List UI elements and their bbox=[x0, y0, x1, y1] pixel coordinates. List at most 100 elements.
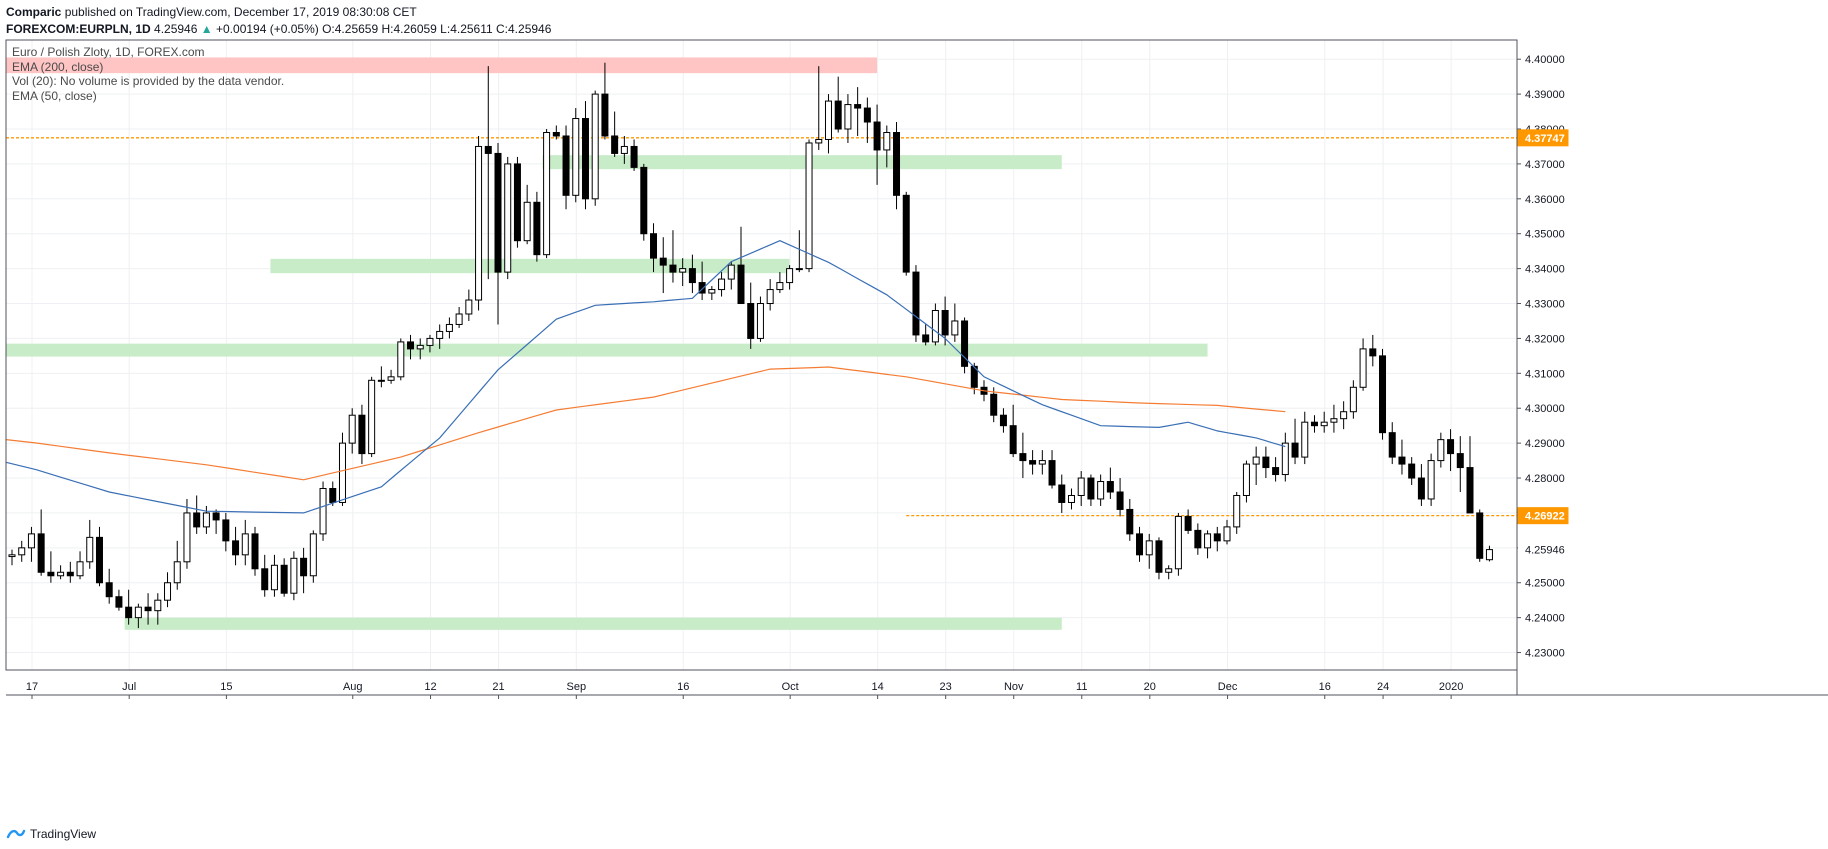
x-tick-label: Aug bbox=[343, 681, 363, 693]
candle bbox=[1155, 537, 1163, 580]
candle-body-down bbox=[1058, 484, 1066, 503]
candle-body-down bbox=[484, 145, 492, 154]
candle-body-up bbox=[883, 131, 891, 151]
legend-volume[interactable]: Vol (20): No volume is provided by the d… bbox=[12, 74, 284, 88]
candle-body-up bbox=[368, 379, 376, 455]
candle bbox=[1145, 533, 1153, 569]
candle-body-down bbox=[669, 264, 677, 273]
candle bbox=[795, 230, 803, 273]
candle-body-up bbox=[1038, 460, 1046, 465]
legend-ema50[interactable]: EMA (50, close) bbox=[12, 89, 97, 103]
candle-body-up bbox=[1174, 515, 1182, 570]
symbol-name[interactable]: FOREXCOM:EURPLN, 1D bbox=[6, 22, 151, 36]
x-tick-label: 20 bbox=[1144, 681, 1156, 693]
candle-body-up bbox=[309, 533, 317, 577]
candle-body-up bbox=[543, 131, 551, 256]
ema50-line bbox=[5, 240, 1286, 514]
candle-body-up bbox=[1097, 481, 1105, 500]
candle-body-down bbox=[1456, 453, 1464, 469]
candle bbox=[1447, 429, 1455, 472]
candle bbox=[601, 62, 609, 140]
x-tick-label: Sep bbox=[567, 681, 587, 693]
candle bbox=[183, 498, 191, 569]
ema200-line bbox=[5, 366, 1286, 481]
candle bbox=[1165, 565, 1173, 580]
candle bbox=[562, 125, 570, 210]
candle-body-up bbox=[397, 341, 405, 378]
candle-body-down bbox=[115, 596, 123, 608]
candle bbox=[650, 223, 658, 273]
price-label-text: 4.26922 bbox=[1525, 511, 1565, 523]
candle-body-up bbox=[270, 564, 278, 591]
candle bbox=[173, 540, 181, 590]
candle bbox=[999, 408, 1007, 433]
price-label-box bbox=[1517, 507, 1569, 525]
candle-body-down bbox=[601, 93, 609, 137]
candle bbox=[18, 540, 26, 562]
candle bbox=[1204, 530, 1212, 559]
resistance-zone bbox=[6, 57, 878, 74]
candle bbox=[387, 369, 395, 384]
candle-body-down bbox=[552, 131, 560, 137]
candle bbox=[990, 387, 998, 423]
x-tick-label: 23 bbox=[940, 681, 952, 693]
candle-body-up bbox=[1320, 421, 1328, 427]
candle bbox=[1126, 498, 1134, 541]
candle bbox=[37, 509, 45, 576]
candle-body-up bbox=[1359, 348, 1367, 388]
candle bbox=[951, 303, 959, 342]
candle bbox=[115, 589, 123, 611]
candle bbox=[426, 334, 434, 353]
support-zone bbox=[542, 155, 1062, 170]
candle bbox=[611, 111, 619, 157]
candle bbox=[902, 191, 910, 276]
candle-body-down bbox=[737, 264, 745, 305]
publish-info: published on TradingView.com, December 1… bbox=[64, 5, 417, 19]
x-tick-label: 11 bbox=[1076, 681, 1087, 693]
candle bbox=[261, 554, 269, 597]
tradingview-brand[interactable]: TradingView bbox=[30, 827, 97, 841]
candle bbox=[941, 296, 949, 346]
candle bbox=[552, 125, 560, 140]
candle-body-up bbox=[1349, 386, 1357, 413]
candle bbox=[640, 163, 648, 241]
candle bbox=[679, 258, 687, 287]
candle-body-down bbox=[1136, 533, 1144, 556]
candle-body-up bbox=[931, 309, 939, 343]
candle bbox=[222, 512, 230, 552]
author-name[interactable]: Comparic bbox=[6, 5, 62, 19]
candle-body-up bbox=[824, 100, 832, 140]
candle-body-up bbox=[1067, 494, 1075, 503]
y-tick-label: 4.40000 bbox=[1525, 54, 1565, 66]
candle bbox=[232, 526, 240, 566]
candle-body-up bbox=[776, 282, 784, 291]
candle bbox=[445, 317, 453, 339]
candle-body-down bbox=[358, 414, 366, 455]
candle bbox=[523, 184, 531, 245]
candle-body-down bbox=[300, 557, 308, 577]
candle bbox=[1009, 404, 1017, 458]
candle-body-down bbox=[659, 257, 667, 266]
candle-body-down bbox=[1019, 453, 1027, 462]
candle-body-up bbox=[290, 557, 298, 594]
candle bbox=[241, 519, 249, 566]
candle-body-down bbox=[834, 100, 842, 130]
candle-body-up bbox=[1301, 421, 1309, 458]
candle bbox=[1369, 334, 1377, 367]
candle-body-down bbox=[1310, 421, 1318, 427]
candle bbox=[572, 108, 580, 203]
candle-body-up bbox=[1330, 418, 1338, 423]
y-tick-label: 4.34000 bbox=[1525, 264, 1565, 276]
candle-body-up bbox=[164, 582, 172, 601]
candle bbox=[688, 254, 696, 294]
candle-body-down bbox=[37, 533, 45, 573]
candle bbox=[368, 376, 376, 458]
candle bbox=[854, 87, 862, 136]
candle bbox=[1320, 411, 1328, 433]
legend-title: Euro / Polish Zloty, 1D, FOREX.com bbox=[12, 45, 205, 59]
candle-body-down bbox=[941, 309, 949, 336]
candle bbox=[766, 279, 774, 311]
legend-ema200[interactable]: EMA (200, close) bbox=[12, 60, 103, 74]
candle-body-down bbox=[999, 414, 1007, 427]
